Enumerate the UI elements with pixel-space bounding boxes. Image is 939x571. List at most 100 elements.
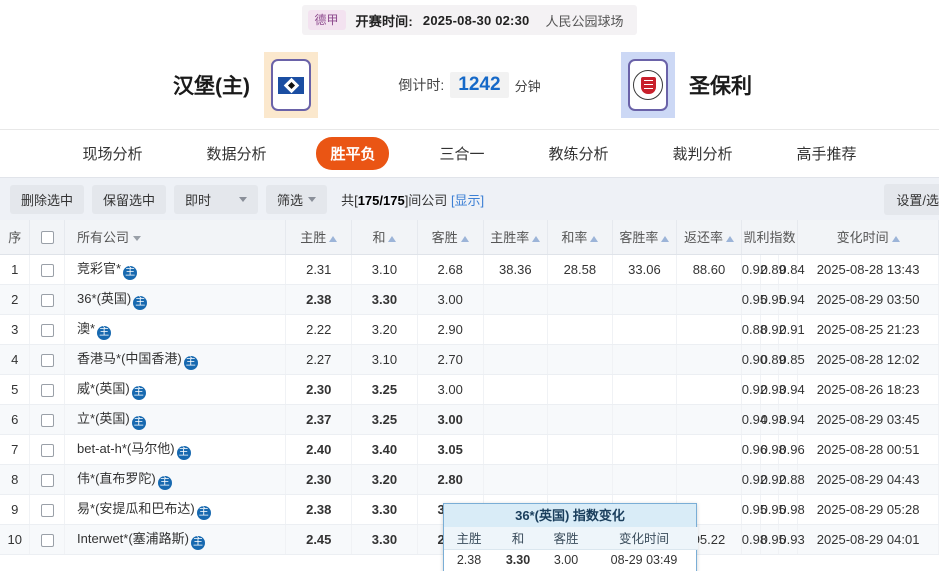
row-checkbox[interactable]	[40, 293, 54, 307]
cell-checkbox[interactable]	[29, 314, 66, 345]
cell-kelly-home: 0.96	[740, 434, 767, 465]
tab-data-analysis[interactable]: 数据分析	[206, 146, 267, 163]
row-checkbox[interactable]	[40, 353, 54, 367]
cell-away-rate	[612, 404, 678, 435]
cell-seq: 9	[0, 494, 31, 525]
cell-company[interactable]: 易*(安提瓜和巴布达) 主	[64, 494, 287, 525]
tab-expert-picks[interactable]: 高手推荐	[796, 146, 857, 163]
table-row[interactable]: 2 36*(英国) 主 2.38 3.30 3.00 0.95 0.95 0.94 2025-08…	[0, 284, 939, 315]
header-change-time[interactable]: 变化时间	[797, 220, 939, 255]
home-team-block: 汉堡(主)	[0, 40, 330, 130]
row-checkbox[interactable]	[40, 473, 54, 487]
row-checkbox[interactable]	[40, 533, 54, 547]
cell-company[interactable]: 立*(英国) 主	[64, 404, 287, 435]
header-away-rate[interactable]: 客胜率	[612, 220, 678, 255]
cell-home-odd: 2.30	[285, 374, 353, 405]
tab-win-draw-lose[interactable]: 胜平负	[316, 137, 390, 170]
cell-draw-odd: 3.20	[351, 314, 418, 345]
nav-tabs: 现场分析 数据分析 胜平负 三合一 教练分析 裁判分析 高手推荐	[0, 130, 939, 178]
countdown-block: 倒计时: 1242 分钟	[0, 40, 939, 130]
filter-select[interactable]: 筛选	[266, 184, 328, 214]
cell-home-odd: 2.38	[285, 284, 353, 315]
cell-checkbox[interactable]	[29, 494, 66, 525]
header-draw[interactable]: 和	[351, 220, 418, 255]
row-checkbox[interactable]	[40, 323, 54, 337]
cell-seq: 2	[0, 284, 31, 315]
cell-draw-odd: 3.40	[351, 434, 418, 465]
row-checkbox[interactable]	[40, 443, 54, 457]
tab-referee-analysis[interactable]: 裁判分析	[672, 146, 733, 163]
mode-select[interactable]: 即时	[174, 184, 259, 214]
cell-return-rate: 88.60	[676, 254, 742, 285]
cell-company[interactable]: bet-at-h*(马尔他) 主	[64, 434, 287, 465]
cell-seq: 8	[0, 464, 31, 495]
table-row[interactable]: 8 伟*(直布罗陀) 主 2.30 3.20 2.80 0.92 0.92 0.88 2025-0…	[0, 464, 939, 495]
cell-draw-odd: 3.30	[351, 494, 418, 525]
cell-home-rate	[482, 284, 549, 315]
table-row[interactable]: 3 澳* 主 2.22 3.20 2.90 0.88 0.92 0.91 2025-08-25 2…	[0, 314, 939, 345]
cell-company[interactable]: 36*(英国) 主	[64, 284, 287, 315]
row-checkbox[interactable]	[40, 383, 54, 397]
cell-change-time: 2025-08-29 03:50	[797, 284, 939, 315]
cell-return-rate	[676, 404, 742, 435]
table-row[interactable]: 5 威*(英国) 主 2.30 3.25 3.00 0.92 0.93 0.94 2025-08-…	[0, 374, 939, 405]
table-row[interactable]: 4 香港马*(中国香港) 主 2.27 3.10 2.70 0.90 0.89 0.85 2025…	[0, 344, 939, 375]
keep-selected-button[interactable]: 保留选中	[92, 184, 167, 214]
cell-company[interactable]: Interwet*(塞浦路斯) 主	[64, 524, 287, 555]
cell-company[interactable]: 伟*(直布罗陀) 主	[64, 464, 287, 495]
cell-home-rate	[482, 434, 549, 465]
cell-home-rate	[482, 344, 549, 375]
cell-checkbox[interactable]	[29, 434, 66, 465]
cell-away-rate	[612, 374, 678, 405]
sort-up-icon	[661, 235, 670, 242]
show-link[interactable]: [显示]	[450, 192, 485, 208]
header-away-win[interactable]: 客胜	[417, 220, 484, 255]
cell-away-odd: 3.00	[417, 284, 484, 315]
kickoff-time: 2025-08-30 02:30	[422, 12, 530, 28]
cell-home-odd: 2.22	[285, 314, 353, 345]
table-row[interactable]: 6 立*(英国) 主 2.37 3.25 3.00 0.94 0.93 0.94 2025-08-…	[0, 404, 939, 435]
delete-selected-button[interactable]: 删除选中	[10, 184, 85, 214]
cell-company[interactable]: 澳* 主	[64, 314, 287, 345]
header-draw-rate[interactable]: 和率	[547, 220, 613, 255]
away-team-logo	[621, 52, 675, 118]
tab-coach-analysis[interactable]: 教练分析	[548, 146, 609, 163]
venue-label: 人民公园球场	[545, 13, 624, 29]
cell-checkbox[interactable]	[29, 344, 66, 375]
cell-seq: 10	[0, 524, 31, 555]
tab-three-in-one[interactable]: 三合一	[439, 146, 485, 163]
cell-checkbox[interactable]	[29, 284, 66, 315]
home-indicator-icon: 主	[131, 386, 146, 400]
cell-company[interactable]: 竞彩官* 主	[64, 254, 287, 285]
row-checkbox[interactable]	[40, 263, 54, 277]
popup-cell-time: 08-29 03:49	[590, 549, 698, 571]
cell-company[interactable]: 香港马*(中国香港) 主	[64, 344, 287, 375]
row-checkbox[interactable]	[40, 503, 54, 517]
header-return-rate[interactable]: 返还率	[676, 220, 742, 255]
chevron-down-icon	[308, 196, 317, 202]
header-home-rate[interactable]: 主胜率	[482, 220, 549, 255]
cell-company[interactable]: 威*(英国) 主	[64, 374, 287, 405]
settings-button[interactable]: 设置/选	[884, 184, 939, 215]
cell-checkbox[interactable]	[29, 374, 66, 405]
cell-checkbox[interactable]	[29, 254, 66, 285]
cell-draw-rate	[547, 464, 613, 495]
row-checkbox[interactable]	[40, 413, 54, 427]
cell-home-rate	[482, 314, 549, 345]
header-home-win[interactable]: 主胜	[285, 220, 353, 255]
table-row[interactable]: 1 竞彩官* 主 2.31 3.10 2.68 38.36 28.58 33.06 88.60 0.…	[0, 254, 939, 285]
cell-checkbox[interactable]	[29, 404, 66, 435]
tab-live-analysis[interactable]: 现场分析	[82, 146, 143, 163]
cell-checkbox[interactable]	[29, 524, 66, 555]
cell-kelly-draw: 0.89	[760, 254, 786, 285]
sort-up-icon	[590, 235, 599, 242]
table-row[interactable]: 7 bet-at-h*(马尔他) 主 2.40 3.40 3.05 0.96 0.98 0.96…	[0, 434, 939, 465]
cell-checkbox[interactable]	[29, 464, 66, 495]
header-select-all[interactable]	[29, 220, 66, 255]
header-company[interactable]: 所有公司	[64, 220, 287, 255]
cell-kelly-home: 0.92	[740, 254, 767, 285]
home-team-logo	[264, 52, 318, 118]
cell-kelly-draw: 0.89	[760, 344, 786, 375]
select-all-checkbox[interactable]	[40, 231, 54, 245]
